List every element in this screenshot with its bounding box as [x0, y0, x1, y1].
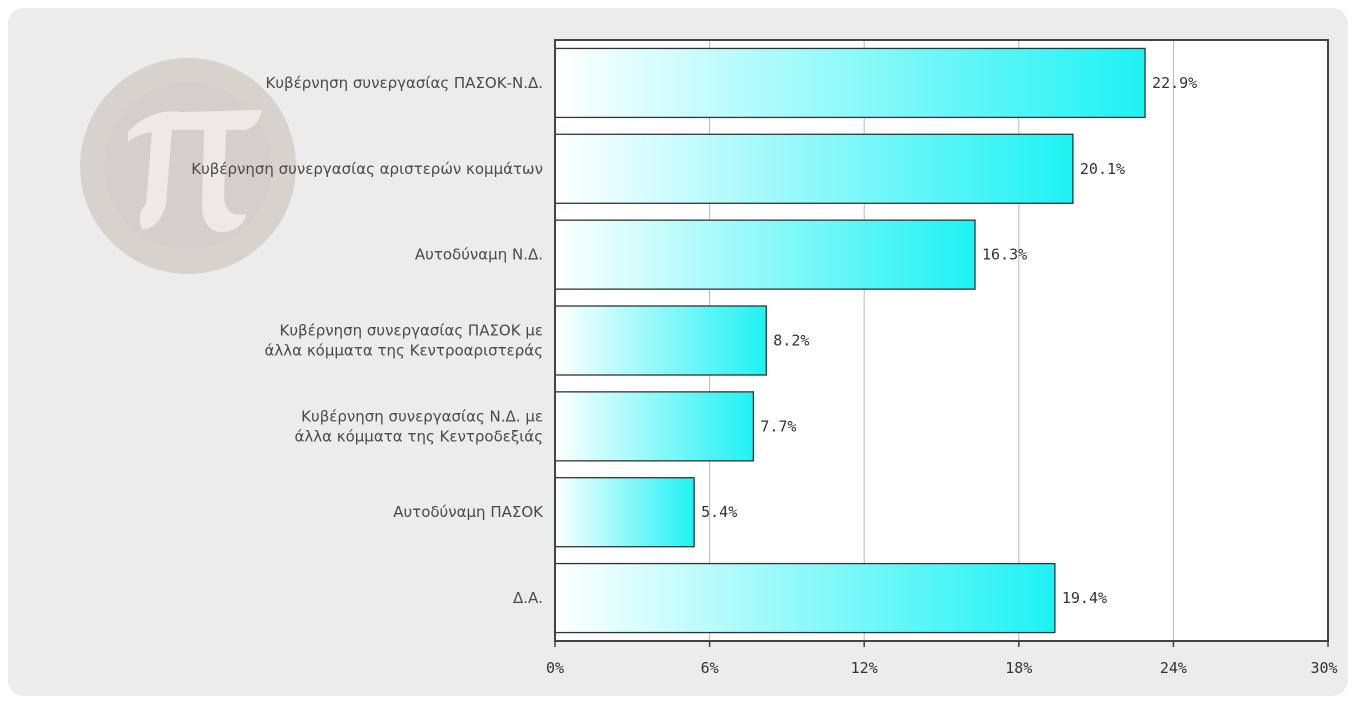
bar	[554, 305, 767, 376]
value-label: 22.9%	[1152, 74, 1197, 92]
bar	[554, 219, 976, 290]
category-label: άλλα κόμματα της Κεντροαριστεράς	[265, 342, 543, 360]
value-label: 19.4%	[1062, 589, 1107, 607]
x-tick-label: 6%	[701, 659, 719, 677]
value-label: 7.7%	[760, 417, 796, 435]
category-label: Κυβέρνηση συνεργασίας ΠΑΣΟΚ με	[280, 322, 543, 340]
category-label: Κυβέρνηση συνεργασίας ΠΑΣΟΚ-Ν.Δ.	[266, 74, 543, 92]
bar	[554, 47, 1146, 119]
category-label: Δ.Α.	[513, 589, 543, 607]
value-label: 8.2%	[773, 332, 809, 350]
x-tick-label: 12%	[851, 659, 878, 677]
category-label: Αυτοδύναμη ΠΑΣΟΚ	[393, 503, 544, 521]
x-tick-label: 0%	[546, 659, 564, 677]
x-tick-label: 24%	[1160, 659, 1187, 677]
x-tick-label: 18%	[1005, 659, 1032, 677]
x-tick-label: 30%	[1310, 659, 1337, 677]
value-label: 5.4%	[701, 503, 737, 521]
bar	[554, 391, 755, 462]
category-label: Αυτοδύναμη Ν.Δ.	[415, 246, 543, 264]
plot-area: 22.9% Κυβέρνηση συνεργασίας ΠΑΣΟΚ-Ν.Δ. 20.…	[191, 39, 1338, 677]
category-label: Κυβέρνηση συνεργασίας Ν.Δ. με	[301, 407, 543, 425]
bar	[554, 477, 695, 548]
bar	[554, 562, 1056, 634]
category-label: Κυβέρνηση συνεργασίας αριστερών κομμάτων	[191, 160, 543, 178]
value-label: 16.3%	[982, 246, 1027, 264]
value-label: 20.1%	[1080, 160, 1125, 178]
category-label: άλλα κόμματα της Κεντροδεξιάς	[294, 427, 543, 445]
pi-logo-icon	[80, 58, 296, 274]
bar	[554, 133, 1074, 204]
plot-frame	[554, 39, 1329, 642]
